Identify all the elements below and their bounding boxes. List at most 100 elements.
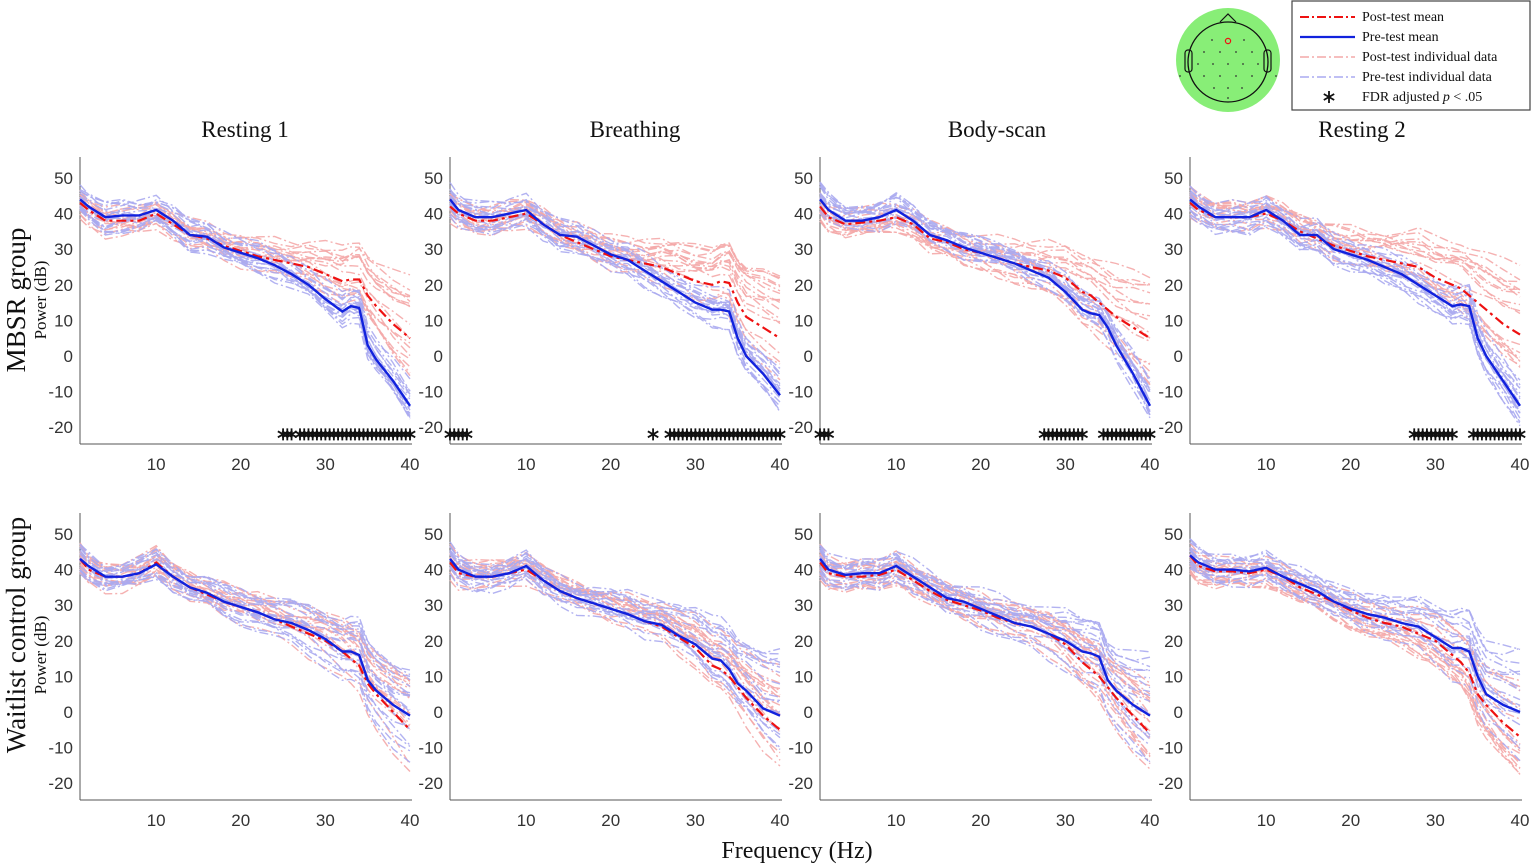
y-tick-label: -20: [418, 418, 443, 437]
condition-title-body-scan: Body-scan: [948, 117, 1047, 142]
y-tick-label: 40: [424, 205, 443, 224]
legend-label-post-mean: Post-test mean: [1362, 10, 1444, 25]
x-tick-label: 10: [517, 455, 536, 474]
electrode-dot: [1243, 39, 1245, 41]
electrode-dot: [1212, 63, 1214, 65]
group-label-mbsr: MBSR group: [1, 228, 31, 373]
pre-test-mean-line: [449, 558, 781, 717]
pre-test-individual-line: [449, 559, 781, 703]
post-test-individual-line: [1189, 193, 1521, 361]
pre-test-individual-line: [449, 567, 781, 702]
x-axis-label: Frequency (Hz): [721, 838, 872, 864]
condition-title-resting2: Resting 2: [1318, 117, 1406, 142]
electrode-dot: [1227, 87, 1229, 89]
x-tick-label: 20: [231, 811, 250, 830]
pre-test-mean-line: [1189, 554, 1521, 714]
post-test-mean-line: [819, 561, 1151, 735]
y-tick-label: 50: [794, 525, 813, 544]
pre-test-individual-line: [79, 550, 411, 676]
post-test-individual-line: [449, 553, 781, 700]
y-tick-label: 10: [1164, 667, 1183, 686]
electrode-dot: [1235, 51, 1237, 53]
pre-test-individual-line: [449, 559, 781, 732]
post-test-individual-line: [79, 192, 411, 303]
post-test-individual-line: [1189, 570, 1521, 770]
panel-1: 50 40 30 20 10 0 -10 -20 10 20 30 40: [418, 157, 789, 474]
y-tick-label: -10: [418, 739, 443, 758]
pre-test-individual-line: [1189, 186, 1521, 411]
y-tick-label: -10: [1158, 739, 1183, 758]
post-test-individual-line: [819, 573, 1151, 755]
pre-test-individual-line: [1189, 562, 1521, 726]
electrode-dot: [1213, 87, 1215, 89]
post-test-individual-line: [449, 552, 781, 730]
y-tick-label: -20: [48, 774, 73, 793]
x-tick-label: 40: [771, 811, 790, 830]
pre-test-individual-line: [449, 551, 781, 674]
pre-test-individual-line: [79, 553, 411, 671]
post-test-individual-line: [1189, 198, 1521, 294]
pre-test-individual-line: [819, 182, 1151, 417]
y-tick-label: 20: [54, 276, 73, 295]
y-tick-label: -20: [1158, 774, 1183, 793]
electrode-dot: [1227, 97, 1229, 99]
y-tick-label: -20: [788, 418, 813, 437]
pre-test-individual-line: [449, 566, 781, 685]
fdr-star-marker: [1144, 428, 1156, 441]
post-test-individual-line: [819, 212, 1151, 343]
legend: Post-test mean Pre-test mean Post-test i…: [1291, 0, 1531, 111]
electrode-dot: [1251, 75, 1253, 77]
pre-test-individual-line: [79, 543, 411, 695]
y-tick-label: 10: [54, 667, 73, 686]
x-tick-label: 10: [1257, 455, 1276, 474]
y-tick-label: 0: [804, 347, 813, 366]
legend-label-post-individual: Post-test individual data: [1362, 50, 1498, 65]
post-test-individual-line: [449, 193, 781, 295]
y-tick-label: -10: [418, 383, 443, 402]
pre-test-individual-line: [1189, 185, 1521, 386]
pre-test-individual-line: [79, 207, 411, 395]
pre-test-individual-line: [1189, 215, 1521, 423]
panel-2: 50 40 30 20 10 0 -10 -20 10 20 30 40: [788, 157, 1159, 474]
pre-test-mean-line: [819, 198, 1152, 407]
y-tick-label: -10: [48, 383, 73, 402]
electrode-dot: [1241, 87, 1243, 89]
post-test-mean-line: [449, 561, 781, 731]
post-test-individual-line: [819, 566, 1151, 758]
y-tick-label: 50: [424, 169, 443, 188]
x-tick-label: 20: [601, 455, 620, 474]
post-test-individual-line: [819, 220, 1151, 366]
pre-test-individual-line: [449, 552, 781, 654]
y-tick-label: 40: [54, 205, 73, 224]
pre-test-individual-line: [449, 545, 781, 748]
pre-test-mean-line: [79, 198, 411, 407]
x-tick-label: 30: [1056, 811, 1075, 830]
pre-test-individual-line: [449, 208, 781, 413]
pre-test-individual-line: [1189, 548, 1521, 664]
y-tick-label: 50: [54, 525, 73, 544]
x-tick-label: 30: [316, 811, 335, 830]
y-tick-label: 50: [1164, 525, 1183, 544]
x-tick-label: 10: [1257, 811, 1276, 830]
panel-7: 50 40 30 20 10 0 -10 -20 10 20 30 40: [1158, 513, 1529, 830]
pre-test-individual-line: [819, 555, 1151, 764]
pre-test-individual-line: [819, 563, 1151, 672]
fdr-star-marker: [774, 428, 786, 441]
y-tick-label: 10: [54, 311, 73, 330]
pre-test-individual-line: [449, 567, 781, 735]
electrode-dot: [1257, 63, 1259, 65]
x-tick-label: 20: [971, 455, 990, 474]
y-tick-label: 30: [1164, 240, 1183, 259]
electrode-dot: [1203, 75, 1205, 77]
x-tick-label: 40: [1141, 455, 1160, 474]
post-test-individual-line: [819, 204, 1151, 379]
electrode-dot: [1219, 51, 1221, 53]
post-test-individual-line: [819, 212, 1151, 385]
x-tick-label: 10: [887, 455, 906, 474]
y-tick-label: 20: [1164, 632, 1183, 651]
pre-test-individual-line: [449, 191, 781, 369]
y-tick-label: 40: [1164, 205, 1183, 224]
y-tick-label: -20: [48, 418, 73, 437]
post-test-individual-line: [449, 559, 781, 715]
post-test-mean-line: [79, 558, 411, 731]
